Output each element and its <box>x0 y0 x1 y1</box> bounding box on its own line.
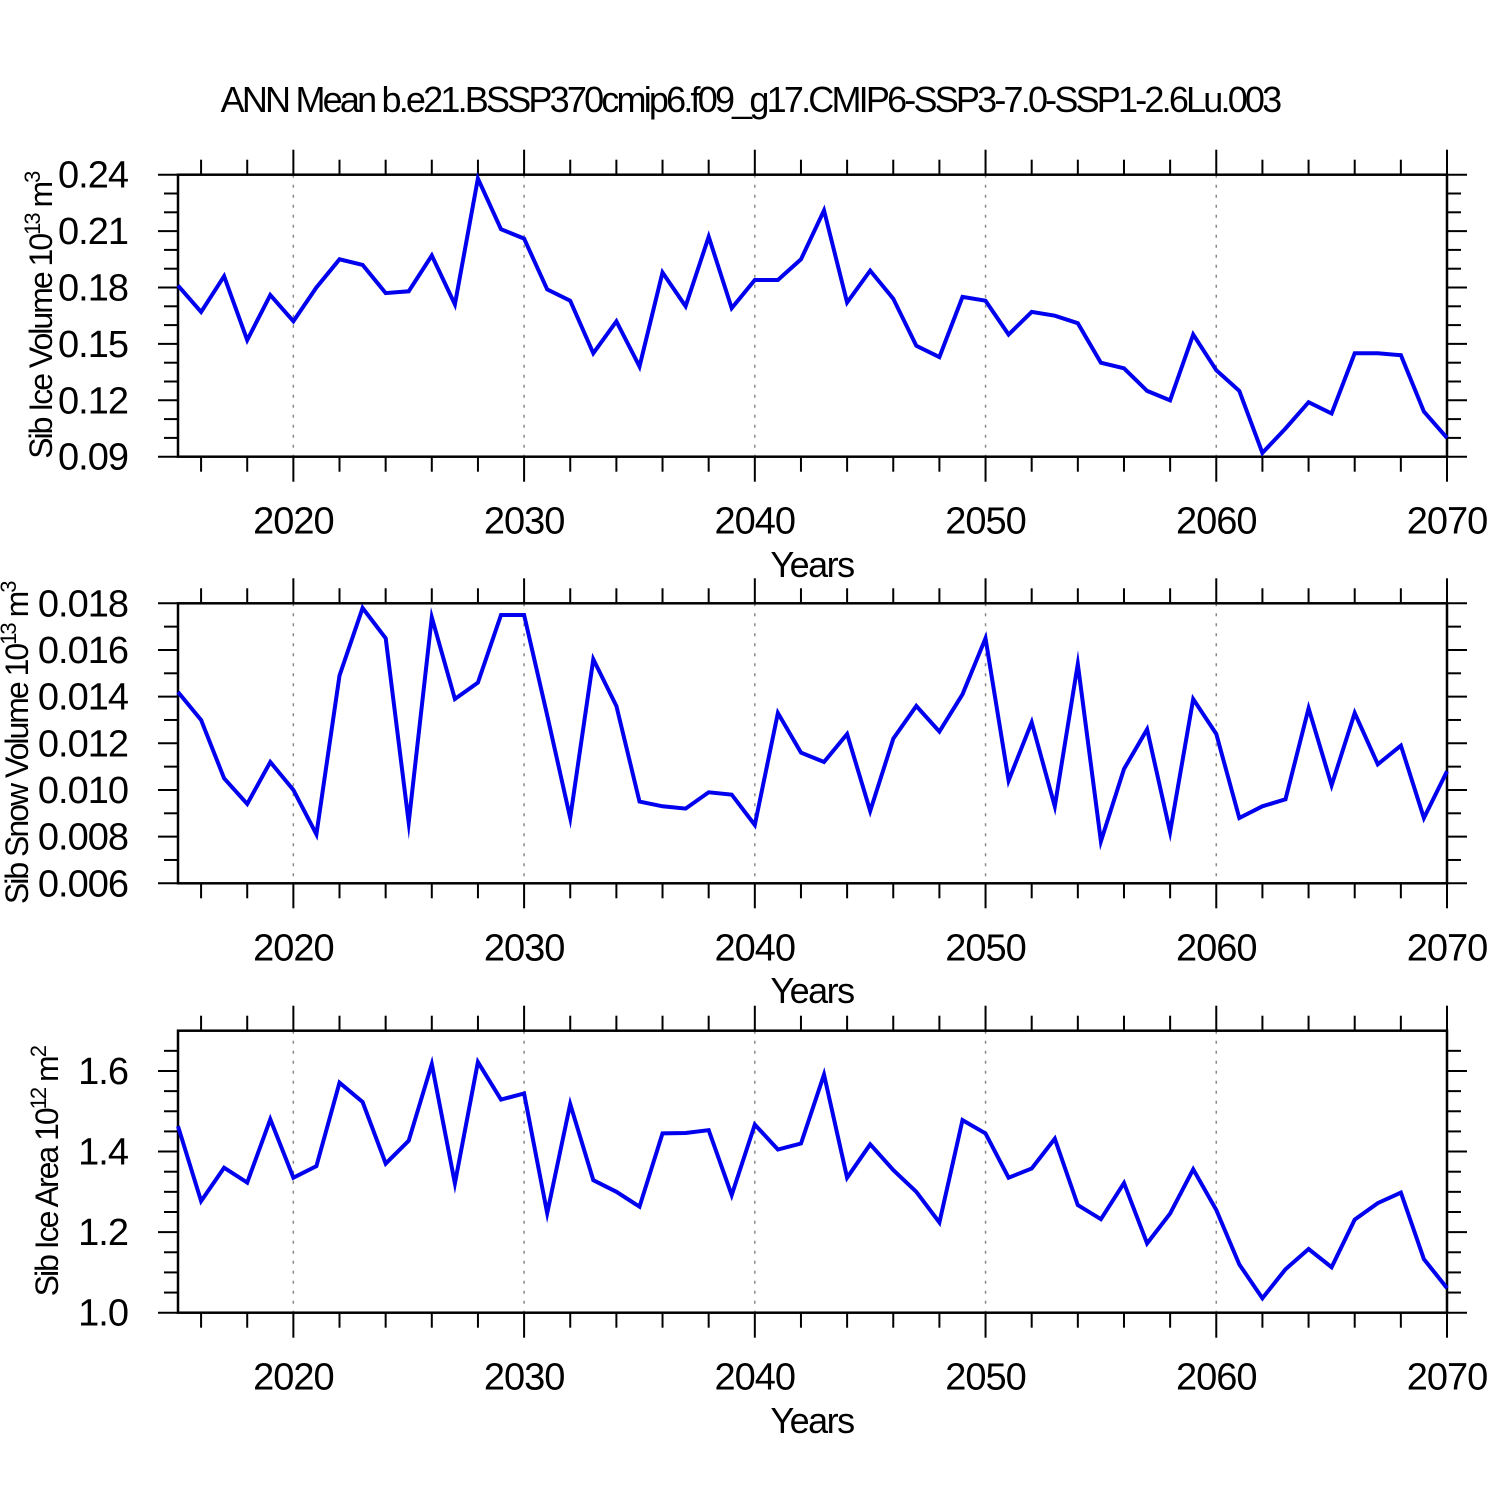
plot-frame <box>176 173 1449 458</box>
y-axis-title-superscript: 12 <box>26 1087 51 1109</box>
x-tick-label: 2040 <box>715 501 796 543</box>
y-tick-label: 1.2 <box>78 1212 128 1254</box>
y-tick-label: 0.012 <box>38 723 128 765</box>
y-axis-title-text: Sib Snow Volume 10 <box>0 644 35 905</box>
y-tick-label: 1.4 <box>78 1132 129 1174</box>
x-tick-label: 2020 <box>253 927 334 969</box>
x-tick-label: 2030 <box>484 1357 565 1399</box>
panel-sib-ice-volume: 2020 2030 2040 2050 2060 2070 0.09 0.12 0.15 0.18… <box>20 149 1488 585</box>
y-tick-label: 0.21 <box>58 211 128 253</box>
y-axis-title-unit-superscript: 3 <box>20 171 45 183</box>
x-tick-label: 2060 <box>1176 927 1257 969</box>
data-line-sib-snow-volume <box>176 603 1449 851</box>
y-axis-title-unit: m <box>0 592 35 624</box>
y-tick-label: 0.15 <box>58 324 128 366</box>
y-axis-title-unit: m <box>23 182 59 214</box>
x-tick-label: 2020 <box>253 501 334 543</box>
panel-render-layer: 2020 2030 2040 2050 2060 2070 0.09 0.12 0.15 0.18… <box>58 149 1488 543</box>
x-axis-title: Years <box>770 544 854 585</box>
chart-title: ANN Mean b.e21.BSSP370cmip6.f09_g17.CMIP… <box>221 79 1281 120</box>
data-line-sib-ice-volume <box>176 171 1449 457</box>
y-tick-label: 0.18 <box>58 268 128 310</box>
y-tick-label: 0.018 <box>38 583 128 625</box>
x-tick-label: 2030 <box>484 927 565 969</box>
y-tick-label: 0.016 <box>38 630 128 672</box>
x-axis-title: Years <box>770 1400 854 1441</box>
y-axis-title: Sib Snow Volume 1013 m3 <box>0 581 35 904</box>
y-tick-label: 0.014 <box>38 677 129 719</box>
y-axis-title: Sib Ice Area 1012 m2 <box>26 1045 65 1296</box>
y-axis-title: Sib Ice Volume 1013 m3 <box>20 171 59 459</box>
y-axis-title-text: Sib Ice Area 10 <box>29 1108 65 1296</box>
panel-sib-ice-area: 2020 2030 2040 2050 2060 2070 1.0 1.2 1.4 1.6 Yea… <box>26 1005 1488 1441</box>
y-tick-label: 0.12 <box>58 380 128 422</box>
y-axis-title-text: Sib Ice Volume 10 <box>23 234 59 459</box>
x-axis-title: Years <box>770 970 854 1011</box>
x-tick-label: 2070 <box>1407 1357 1488 1399</box>
y-tick-label: 0.24 <box>58 155 129 197</box>
x-tick-label: 2030 <box>484 501 565 543</box>
y-tick-label: 0.010 <box>38 770 128 812</box>
x-tick-label: 2050 <box>945 1357 1026 1399</box>
y-axis-title-unit: m <box>29 1057 65 1089</box>
x-tick-label: 2040 <box>715 1357 796 1399</box>
y-tick-label: 1.6 <box>78 1051 128 1093</box>
x-tick-label: 2050 <box>945 927 1026 969</box>
y-tick-label: 0.008 <box>38 817 128 859</box>
y-tick-label: 0.09 <box>58 437 128 479</box>
x-tick-label: 2060 <box>1176 501 1257 543</box>
y-axis-title-superscript: 13 <box>20 213 45 235</box>
x-tick-label: 2040 <box>715 927 796 969</box>
y-axis-title-superscript: 13 <box>0 623 21 645</box>
y-axis-title-unit-superscript: 3 <box>0 581 21 593</box>
x-tick-label: 2060 <box>1176 1357 1257 1399</box>
x-tick-label: 2070 <box>1407 927 1488 969</box>
x-tick-label: 2020 <box>253 1357 334 1399</box>
y-tick-label: 0.006 <box>38 863 128 905</box>
y-tick-label: 1.0 <box>78 1293 128 1335</box>
data-line-sib-ice-area <box>176 1055 1449 1302</box>
y-axis-title-unit-superscript: 2 <box>26 1045 51 1057</box>
x-tick-label: 2050 <box>945 501 1026 543</box>
x-tick-label: 2070 <box>1407 501 1488 543</box>
panel-render-layer: 2020 2030 2040 2050 2060 2070 1.0 1.2 1.4 1.6 <box>78 1005 1488 1399</box>
